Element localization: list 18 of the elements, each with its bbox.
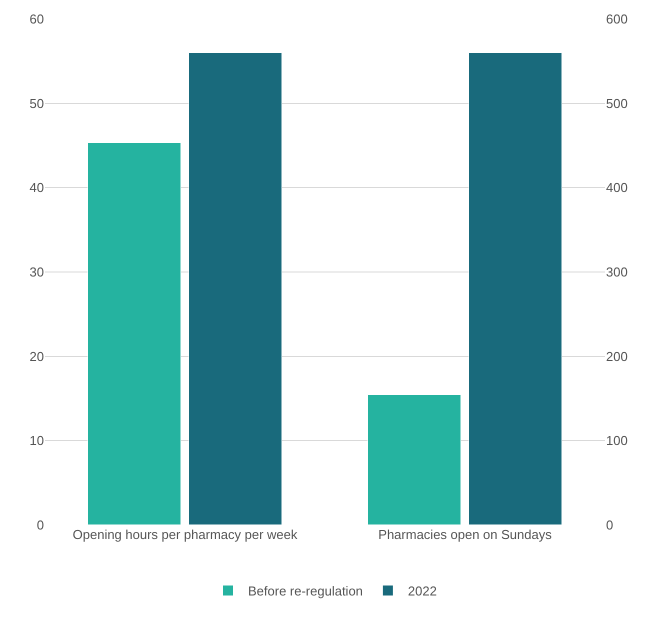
- y2-tick-label: 300: [606, 264, 628, 280]
- y2-tick-label: 100: [606, 433, 628, 448]
- y2-tick-label: 0: [606, 518, 614, 533]
- y2-tick-label: 200: [606, 348, 628, 364]
- y-tick-label: 10: [30, 433, 44, 448]
- y-tick-label: 20: [30, 348, 44, 364]
- y-tick-label: 60: [30, 12, 44, 27]
- y-tick-label: 0: [36, 518, 44, 533]
- y2-tick-label: 600: [606, 12, 628, 27]
- y-tick-label: 50: [30, 96, 44, 111]
- y-tick-label: 30: [30, 264, 44, 280]
- x-tick-label: Pharmacies open on Sundays: [378, 527, 552, 542]
- legend-label: Before re-regulation: [248, 584, 363, 599]
- x-tick-label: Opening hours per pharmacy per week: [72, 527, 298, 542]
- y-tick-label: 40: [30, 180, 44, 196]
- y2-tick-label: 400: [606, 180, 628, 196]
- legend-label: 2022: [408, 584, 437, 599]
- y2-tick-label: 500: [606, 96, 628, 111]
